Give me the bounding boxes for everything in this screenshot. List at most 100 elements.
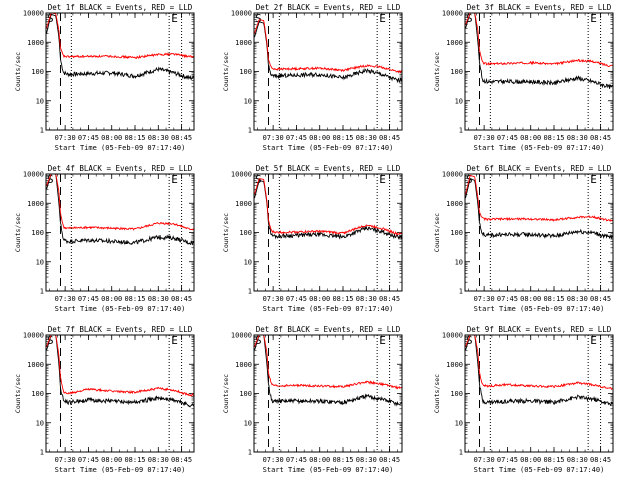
series-line-events xyxy=(46,174,194,246)
x-tick-label: 08:30 xyxy=(356,456,377,464)
panel-title: Det 8f BLACK = Events, RED = LLD xyxy=(256,325,401,334)
y-tick-label: 1 xyxy=(248,127,252,135)
event-marker-e: E xyxy=(171,334,178,347)
x-tick-label: 07:45 xyxy=(497,295,518,303)
y-tick-label: 1000 xyxy=(27,39,44,47)
x-tick-label: 08:15 xyxy=(124,295,145,303)
detector-panel-6: Det 6f BLACK = Events, RED = LLD Counts/s… xyxy=(433,164,614,313)
x-tick-label: 08:30 xyxy=(356,295,377,303)
series-line-events xyxy=(465,177,613,240)
y-tick-label: 1000 xyxy=(27,361,44,369)
x-tick-label: 08:15 xyxy=(332,134,353,142)
x-tick-label: 08:30 xyxy=(148,134,169,142)
y-axis-label: Counts/sec xyxy=(222,52,230,91)
y-axis-label: Counts/sec xyxy=(14,52,22,91)
x-tick-label: 08:15 xyxy=(543,295,564,303)
y-tick-label: 1 xyxy=(459,288,463,296)
x-tick-label: 08:30 xyxy=(148,295,169,303)
y-tick-label: 100 xyxy=(31,390,44,398)
y-tick-label: 100 xyxy=(31,68,44,76)
series-line-events xyxy=(465,335,613,407)
event-marker-s: S xyxy=(466,12,473,25)
y-tick-label: 10000 xyxy=(231,10,252,18)
x-tick-label: 08:15 xyxy=(543,134,564,142)
series-line-lld xyxy=(465,335,613,391)
y-tick-label: 10000 xyxy=(442,171,463,179)
y-tick-label: 10 xyxy=(455,419,463,427)
y-tick-label: 1 xyxy=(40,288,44,296)
series-line-events xyxy=(46,335,194,408)
y-axis-label: Counts/sec xyxy=(222,213,230,252)
panel-title: Det 6f BLACK = Events, RED = LLD xyxy=(467,164,612,173)
detector-panel-4: Det 4f BLACK = Events, RED = LLD Counts/s… xyxy=(14,164,195,313)
x-axis-label: Start Time (05-Feb-09 07:17:40) xyxy=(263,144,394,152)
x-tick-label: 08:45 xyxy=(590,134,611,142)
x-tick-label: 08:30 xyxy=(567,295,588,303)
event-marker-e: E xyxy=(590,12,597,25)
x-axis-label: Start Time (05-Feb-09 07:17:40) xyxy=(263,305,394,313)
plot-frame xyxy=(253,334,403,453)
x-tick-label: 08:45 xyxy=(379,456,400,464)
x-tick-label: 08:30 xyxy=(567,134,588,142)
panel-title: Det 7f BLACK = Events, RED = LLD xyxy=(48,325,193,334)
x-tick-label: 08:45 xyxy=(171,456,192,464)
x-axis-label: Start Time (05-Feb-09 07:17:40) xyxy=(474,305,605,313)
x-tick-label: 07:45 xyxy=(497,456,518,464)
series-line-lld xyxy=(465,174,613,222)
x-tick-label: 08:00 xyxy=(520,134,541,142)
x-tick-label: 08:00 xyxy=(101,134,122,142)
y-tick-label: 1 xyxy=(40,127,44,135)
panel-title: Det 3f BLACK = Events, RED = LLD xyxy=(467,3,612,12)
x-axis-label: Start Time (05-Feb-09 07:17:40) xyxy=(55,305,186,313)
x-tick-label: 07:45 xyxy=(78,456,99,464)
y-tick-label: 100 xyxy=(450,229,463,237)
event-marker-e: E xyxy=(171,173,178,186)
x-tick-label: 08:00 xyxy=(520,295,541,303)
y-tick-label: 10 xyxy=(244,97,252,105)
y-tick-label: 10 xyxy=(244,258,252,266)
series-line-events xyxy=(254,335,402,407)
y-tick-label: 10 xyxy=(244,419,252,427)
y-tick-label: 10000 xyxy=(231,171,252,179)
x-tick-label: 08:45 xyxy=(379,295,400,303)
y-tick-label: 100 xyxy=(239,68,252,76)
panel-title: Det 5f BLACK = Events, RED = LLD xyxy=(256,164,401,173)
detector-panel-5: Det 5f BLACK = Events, RED = LLD Counts/s… xyxy=(222,164,403,313)
x-tick-label: 08:15 xyxy=(124,134,145,142)
y-tick-label: 10000 xyxy=(23,171,44,179)
y-tick-label: 1000 xyxy=(446,200,463,208)
x-tick-label: 07:30 xyxy=(55,295,76,303)
plot-frame xyxy=(464,12,614,131)
panel-title: Det 1f BLACK = Events, RED = LLD xyxy=(48,3,193,12)
plot-frame xyxy=(464,334,614,453)
x-tick-label: 08:00 xyxy=(101,456,122,464)
series-line-lld xyxy=(46,174,194,231)
plot-frame xyxy=(45,334,195,453)
event-marker-s: S xyxy=(255,173,262,186)
x-tick-label: 07:30 xyxy=(263,134,284,142)
x-tick-label: 08:45 xyxy=(590,295,611,303)
y-tick-label: 10000 xyxy=(23,332,44,340)
x-tick-label: 08:30 xyxy=(567,456,588,464)
y-tick-label: 1000 xyxy=(235,39,252,47)
x-tick-label: 07:30 xyxy=(263,456,284,464)
event-marker-e: E xyxy=(590,173,597,186)
panel-title: Det 2f BLACK = Events, RED = LLD xyxy=(256,3,401,12)
x-tick-label: 07:45 xyxy=(286,456,307,464)
series-line-lld xyxy=(254,18,402,74)
y-axis-label: Counts/sec xyxy=(433,374,441,413)
x-tick-label: 07:30 xyxy=(55,134,76,142)
y-tick-label: 100 xyxy=(31,229,44,237)
x-axis-label: Start Time (05-Feb-09 07:17:40) xyxy=(263,466,394,474)
y-tick-label: 100 xyxy=(450,390,463,398)
x-tick-label: 08:45 xyxy=(171,134,192,142)
y-tick-label: 1 xyxy=(459,449,463,457)
y-tick-label: 100 xyxy=(239,390,252,398)
x-tick-label: 07:45 xyxy=(286,295,307,303)
y-tick-label: 1000 xyxy=(446,361,463,369)
x-tick-label: 08:00 xyxy=(520,456,541,464)
y-axis-label: Counts/sec xyxy=(14,374,22,413)
event-marker-e: E xyxy=(171,12,178,25)
series-line-lld xyxy=(254,335,402,390)
